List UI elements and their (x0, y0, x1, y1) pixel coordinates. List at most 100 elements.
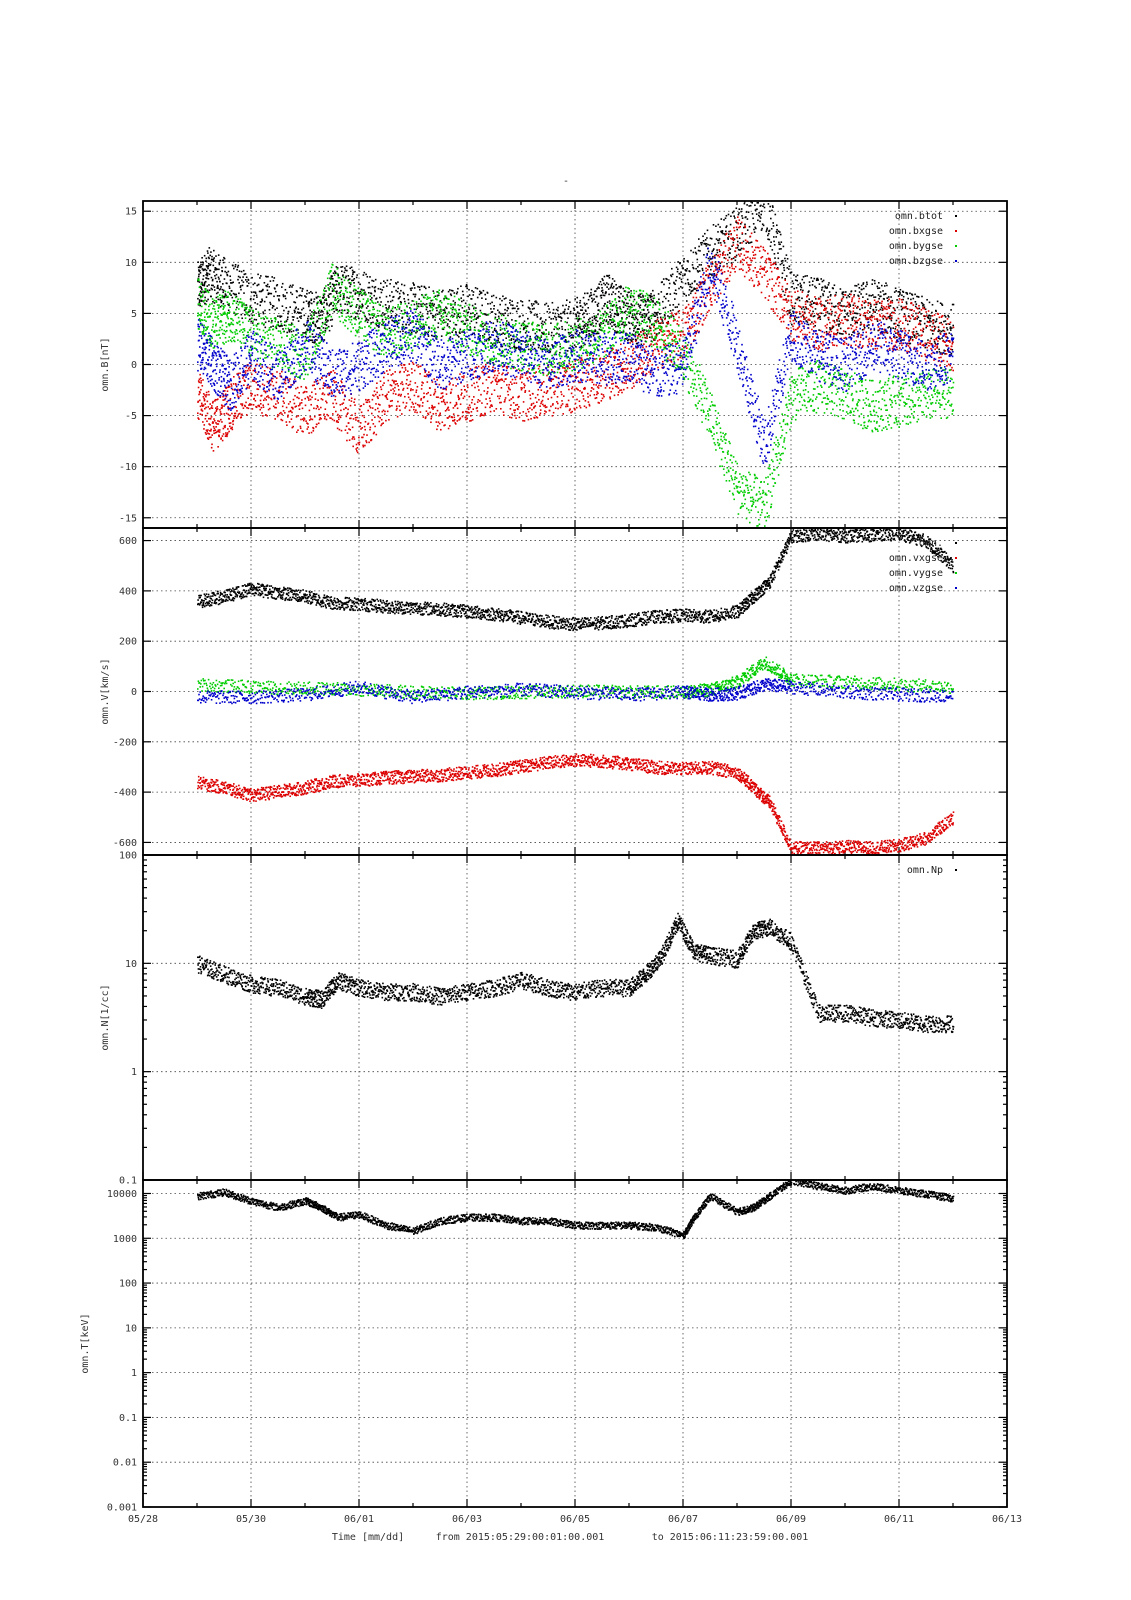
data-point (607, 361, 609, 364)
data-point (635, 381, 637, 384)
data-point (208, 436, 211, 439)
data-point (908, 342, 911, 345)
data-point (781, 285, 784, 288)
data-point (638, 378, 640, 380)
data-point (483, 390, 486, 392)
data-point (615, 287, 618, 290)
data-point (594, 316, 596, 319)
data-point (247, 364, 249, 366)
data-point (494, 374, 496, 377)
data-point (543, 405, 545, 407)
data-point (721, 271, 724, 274)
data-point (856, 307, 858, 309)
data-point (280, 376, 283, 379)
data-point (739, 249, 742, 251)
data-point (254, 371, 257, 374)
data-point (767, 238, 769, 241)
data-point (311, 339, 313, 342)
data-point (873, 279, 876, 282)
data-point (489, 302, 492, 305)
data-point (639, 364, 641, 367)
data-point (263, 318, 265, 320)
data-point (267, 275, 269, 278)
data-point (735, 221, 737, 223)
data-point (598, 376, 601, 378)
data-point (444, 424, 446, 426)
data-point (667, 358, 669, 360)
data-point (617, 394, 619, 396)
data-point (290, 418, 293, 420)
data-point (258, 290, 261, 293)
data-point (785, 275, 788, 277)
data-point (484, 406, 487, 409)
data-point (772, 310, 775, 313)
data-point (860, 293, 862, 295)
data-point (664, 315, 666, 317)
data-point (578, 381, 580, 384)
data-point (781, 262, 783, 265)
data-point (510, 304, 512, 306)
data-point (716, 267, 719, 270)
data-point (200, 266, 203, 268)
data-point (482, 372, 485, 374)
data-point (571, 387, 573, 390)
data-point (435, 421, 438, 423)
data-point (244, 308, 246, 311)
data-point (613, 315, 616, 318)
data-point (380, 291, 383, 294)
data-point (442, 328, 445, 331)
data-point (812, 310, 814, 313)
data-point (530, 403, 533, 405)
data-point (614, 325, 617, 328)
data-point (587, 306, 590, 309)
data-point (421, 381, 423, 384)
data-point (757, 284, 759, 287)
data-point (833, 306, 836, 308)
data-point (751, 259, 753, 262)
data-point (624, 346, 627, 349)
data-point (611, 293, 613, 296)
data-point (689, 283, 692, 286)
data-point (241, 404, 243, 407)
data-point (345, 275, 347, 278)
data-point (951, 303, 954, 306)
data-point (761, 255, 764, 258)
data-point (600, 283, 603, 286)
data-point (780, 320, 783, 323)
data-point (604, 360, 606, 362)
data-point (669, 309, 672, 312)
data-point (633, 298, 636, 301)
data-point (760, 291, 763, 294)
data-point (317, 406, 319, 408)
data-point (450, 289, 453, 292)
data-point (709, 244, 711, 246)
data-point (785, 310, 788, 313)
data-point (219, 305, 222, 308)
data-point (594, 375, 597, 378)
data-point (717, 254, 720, 257)
data-point (694, 280, 696, 282)
data-point (552, 317, 555, 320)
data-point (545, 406, 548, 408)
data-point (531, 408, 533, 411)
data-point (276, 295, 279, 297)
data-point (836, 320, 838, 322)
data-point (268, 389, 270, 392)
data-point (614, 313, 617, 315)
data-point (336, 427, 339, 430)
data-point (699, 283, 702, 285)
data-point (416, 411, 418, 414)
data-point (445, 306, 447, 309)
data-point (536, 335, 539, 338)
data-point (249, 305, 252, 307)
data-point (410, 406, 413, 408)
data-point (272, 384, 275, 387)
data-point (653, 332, 656, 334)
data-point (476, 401, 479, 403)
data-point (366, 318, 368, 321)
data-point (320, 302, 323, 304)
data-point (575, 346, 577, 348)
data-point (650, 343, 652, 345)
data-point (495, 296, 498, 299)
data-point (623, 324, 626, 327)
